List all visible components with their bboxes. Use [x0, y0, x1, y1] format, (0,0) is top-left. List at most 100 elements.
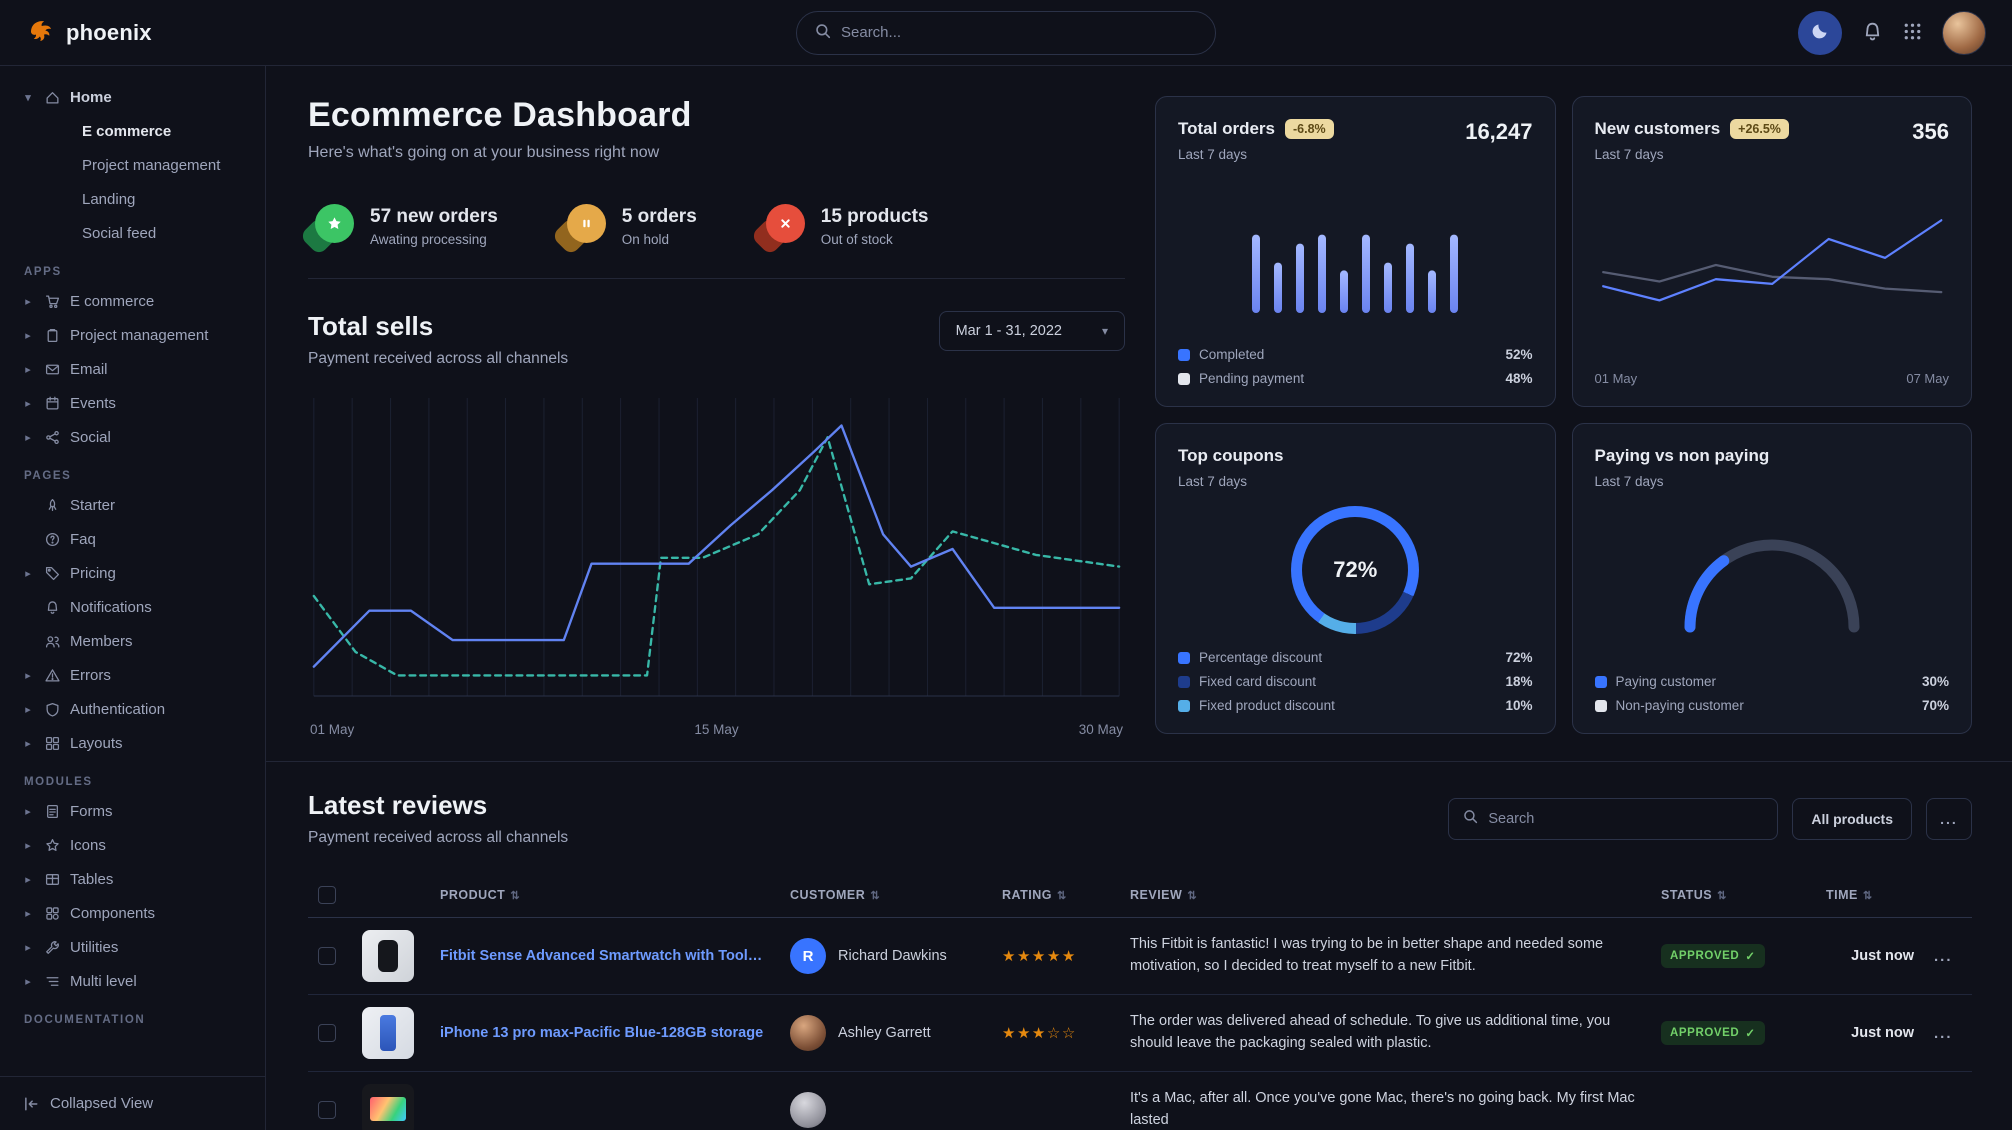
sidebar-item-icons[interactable]: ▸ Icons [22, 828, 257, 862]
legend-row: Fixed product discount 10% [1178, 698, 1533, 713]
product-link[interactable]: Fitbit Sense Advanced Smartwatch with To… [440, 948, 770, 964]
select-all-header[interactable] [308, 873, 352, 918]
clipboard-icon [43, 326, 61, 344]
sidebar-item-pricing[interactable]: ▸ Pricing [22, 556, 257, 590]
total-sells-title: Total sells [308, 311, 434, 341]
apps-grid-button[interactable] [1903, 22, 1922, 44]
sidebar-item-members[interactable]: Members [22, 624, 257, 658]
legend-value: 30% [1921, 674, 1949, 689]
sidebar-item-layouts[interactable]: ▸ Layouts [22, 726, 257, 760]
sidebar-section-title-pages: PAGES [24, 470, 72, 482]
global-search[interactable] [796, 10, 1216, 55]
product-image[interactable] [362, 1084, 414, 1130]
star-filled-icon: ★ [1002, 1025, 1017, 1042]
legend-value: 72% [1505, 650, 1533, 665]
form-icon [43, 802, 61, 820]
customer-cell[interactable]: Ashley Garrett [790, 1015, 982, 1051]
total-orders-chart [1178, 162, 1533, 347]
sidebar-item-social[interactable]: ▸ Social [22, 420, 257, 454]
select-all-checkbox[interactable] [318, 886, 336, 904]
sidebar-item-tables[interactable]: ▸ Tables [22, 862, 257, 896]
customer-cell[interactable]: R Richard Dawkins [790, 938, 982, 974]
sidebar-subitem-social-feed[interactable]: Social feed [82, 224, 157, 242]
column-header-review[interactable]: REVIEW ⇅ [1120, 873, 1651, 918]
grid-dots-icon [1903, 22, 1922, 44]
column-header-time[interactable]: TIME ⇅ [1816, 873, 1924, 918]
product-image[interactable] [362, 930, 414, 982]
row-actions-button[interactable]: ... [1924, 994, 1972, 1072]
sidebar-item-forms[interactable]: ▸ Forms [22, 794, 257, 828]
sidebar-item-notifications[interactable]: Notifications [22, 590, 257, 624]
legend-swatch [1178, 675, 1190, 688]
row-checkbox[interactable] [318, 947, 336, 966]
total-sells-chart [308, 390, 1125, 714]
sidebar-section-title-documentation: DOCUMENTATION [24, 1014, 146, 1026]
phoenix-logo-icon [26, 16, 56, 50]
sort-icon: ⇅ [1862, 890, 1873, 902]
date-range-select[interactable]: Mar 1 - 31, 2022 ▾ [938, 311, 1125, 351]
notifications-button[interactable] [1862, 21, 1883, 45]
column-header-rating[interactable]: RATING ⇅ [992, 873, 1120, 918]
sidebar-item-starter[interactable]: Starter [22, 488, 257, 522]
column-header-status[interactable]: STATUS ⇅ [1651, 873, 1816, 918]
all-products-button[interactable]: All products [1792, 797, 1912, 840]
product-image[interactable] [362, 1007, 414, 1059]
card-title: Total orders [1178, 119, 1275, 138]
sidebar-item-authentication[interactable]: ▸ Authentication [22, 692, 257, 726]
sidebar-subitem-project-management[interactable]: Project management [82, 156, 221, 174]
customer-name: Richard Dawkins [838, 948, 947, 964]
card-top-coupons: Top coupons Last 7 days 72% Percentage d… [1155, 423, 1556, 734]
rating-cell: ★★★★★ [992, 917, 1120, 995]
sidebar-item-events[interactable]: ▸ Events [22, 386, 257, 420]
sidebar-item-label: Errors [70, 666, 111, 684]
rating-cell: ★★★☆☆ [992, 994, 1120, 1072]
sidebar-item-email[interactable]: ▸ Email [22, 352, 257, 386]
stat-x-icon [749, 204, 805, 256]
paying-gauge [1595, 489, 1950, 674]
sidebar-item-components[interactable]: ▸ Components [22, 896, 257, 930]
collapse-view-button[interactable]: Collapsed View [0, 1076, 265, 1130]
legend-swatch [1178, 651, 1190, 664]
sidebar-item-faq[interactable]: Faq [22, 522, 257, 556]
search-icon [1463, 809, 1478, 828]
row-actions-button[interactable]: ... [1924, 917, 1972, 995]
theme-toggle-button[interactable] [1798, 10, 1842, 55]
column-header-product[interactable]: PRODUCT ⇅ [430, 873, 780, 918]
customer-cell[interactable] [790, 1092, 982, 1128]
new-customers-chart [1595, 162, 1950, 365]
donut-center-label: 72% [1333, 556, 1378, 582]
row-actions-button[interactable] [1924, 1071, 1972, 1130]
star-icon [43, 836, 61, 854]
sidebar-item-multi-level[interactable]: ▸ Multi level [22, 964, 257, 998]
sidebar-item-e-commerce[interactable]: ▸ E commerce [22, 284, 257, 318]
sidebar-item-label: E commerce [70, 292, 155, 310]
calendar-icon [43, 394, 61, 412]
sidebar-item-utilities[interactable]: ▸ Utilities [22, 930, 257, 964]
card-value: 356 [1912, 119, 1949, 144]
mail-icon [43, 360, 61, 378]
brand[interactable]: phoenix [26, 16, 152, 50]
card-total-orders: Total orders -6.8% Last 7 days 16,247 Co… [1155, 96, 1556, 407]
sidebar-subitem-e-commerce[interactable]: E commerce [82, 122, 172, 140]
sidebar-subitem-landing[interactable]: Landing [82, 190, 136, 208]
row-checkbox[interactable] [318, 1101, 336, 1120]
search-input[interactable] [841, 24, 1197, 41]
sidebar-item-errors[interactable]: ▸ Errors [22, 658, 257, 692]
row-checkbox[interactable] [318, 1024, 336, 1043]
card-title: Paying vs non paying [1594, 446, 1770, 465]
column-header-customer[interactable]: CUSTOMER ⇅ [780, 873, 992, 918]
coupons-donut: 72% [1291, 505, 1420, 634]
sidebar-item-home[interactable]: ▾ Home [22, 80, 257, 114]
sidebar-section-title-apps: APPS [24, 266, 62, 278]
product-link[interactable]: iPhone 13 pro max-Pacific Blue-128GB sto… [440, 1025, 764, 1041]
wrench-icon [43, 938, 61, 956]
reviews-search-input[interactable] [1488, 810, 1764, 827]
reviews-search[interactable] [1448, 797, 1779, 840]
sidebar-item-label: Email [70, 360, 108, 378]
date-range-value: Mar 1 - 31, 2022 [955, 323, 1062, 339]
user-avatar[interactable] [1942, 10, 1986, 55]
stat-value: 57 new orders [370, 205, 498, 227]
reviews-more-button[interactable]: ... [1926, 797, 1972, 840]
sidebar-item-project-management[interactable]: ▸ Project management [22, 318, 257, 352]
sidebar: ▾ Home E commerce Project management Landin… [0, 66, 266, 1130]
